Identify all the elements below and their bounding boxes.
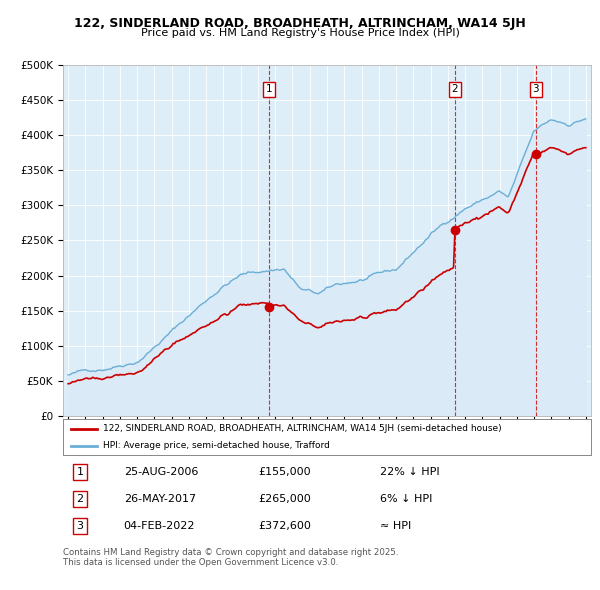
Text: 22% ↓ HPI: 22% ↓ HPI bbox=[380, 467, 439, 477]
Text: 6% ↓ HPI: 6% ↓ HPI bbox=[380, 494, 432, 504]
Text: 1: 1 bbox=[266, 84, 272, 94]
Text: Price paid vs. HM Land Registry's House Price Index (HPI): Price paid vs. HM Land Registry's House … bbox=[140, 28, 460, 38]
Text: ≈ HPI: ≈ HPI bbox=[380, 521, 411, 531]
Text: 3: 3 bbox=[76, 521, 83, 531]
Text: 1: 1 bbox=[76, 467, 83, 477]
Text: £265,000: £265,000 bbox=[259, 494, 311, 504]
Text: 04-FEB-2022: 04-FEB-2022 bbox=[124, 521, 195, 531]
Text: 3: 3 bbox=[532, 84, 539, 94]
Text: 122, SINDERLAND ROAD, BROADHEATH, ALTRINCHAM, WA14 5JH (semi-detached house): 122, SINDERLAND ROAD, BROADHEATH, ALTRIN… bbox=[103, 424, 501, 433]
Text: HPI: Average price, semi-detached house, Trafford: HPI: Average price, semi-detached house,… bbox=[103, 441, 329, 450]
Text: £155,000: £155,000 bbox=[259, 467, 311, 477]
Text: 25-AUG-2006: 25-AUG-2006 bbox=[124, 467, 198, 477]
Text: 26-MAY-2017: 26-MAY-2017 bbox=[124, 494, 196, 504]
Text: Contains HM Land Registry data © Crown copyright and database right 2025.
This d: Contains HM Land Registry data © Crown c… bbox=[63, 548, 398, 567]
Text: 2: 2 bbox=[452, 84, 458, 94]
Text: £372,600: £372,600 bbox=[259, 521, 311, 531]
Text: 2: 2 bbox=[76, 494, 83, 504]
Text: 122, SINDERLAND ROAD, BROADHEATH, ALTRINCHAM, WA14 5JH: 122, SINDERLAND ROAD, BROADHEATH, ALTRIN… bbox=[74, 17, 526, 30]
